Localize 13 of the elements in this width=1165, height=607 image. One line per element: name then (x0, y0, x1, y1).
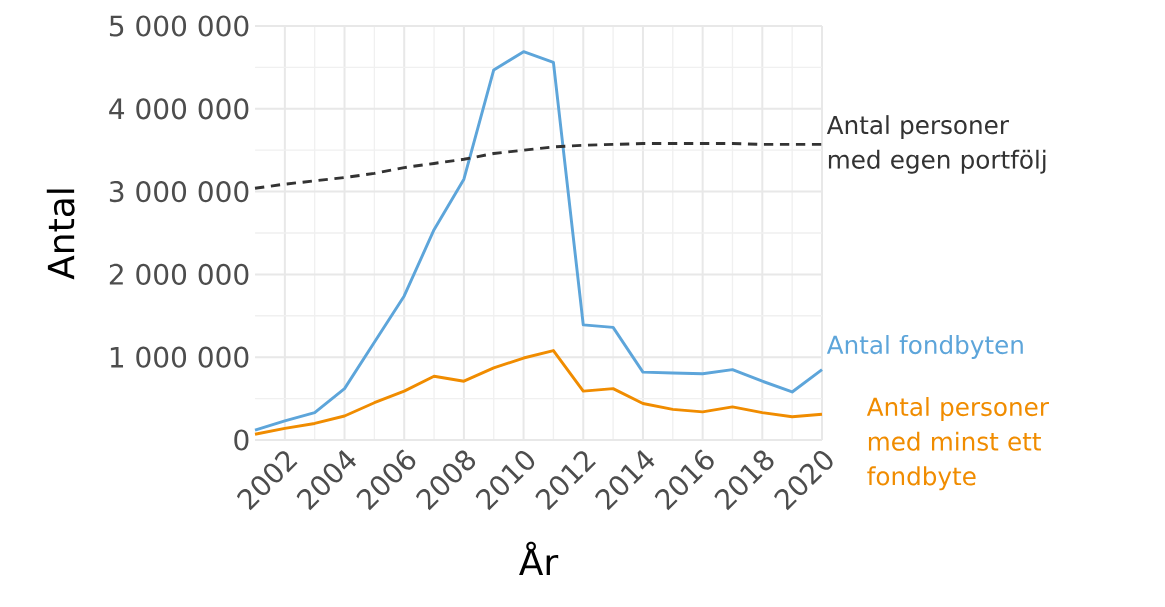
series-label: Antal personer med egen portfölj (826, 115, 1046, 174)
x-axis-title: År (519, 541, 559, 576)
y-axis-title: Antal (46, 189, 75, 280)
y-tick-label: 5 000 000 (109, 15, 249, 37)
y-tick-label: 0 (234, 429, 249, 451)
y-tick-label: 4 000 000 (109, 98, 249, 120)
y-tick-label: 2 000 000 (109, 263, 249, 285)
y-tick-label: 1 000 000 (110, 346, 249, 368)
y-tick-label: 3 000 000 (109, 181, 249, 203)
line-series (253, 349, 824, 436)
series-label: Antal personer med minst ett fondbyte (866, 397, 1049, 491)
line-series (253, 50, 824, 432)
series-label: Antal fondbyten (826, 335, 1023, 359)
